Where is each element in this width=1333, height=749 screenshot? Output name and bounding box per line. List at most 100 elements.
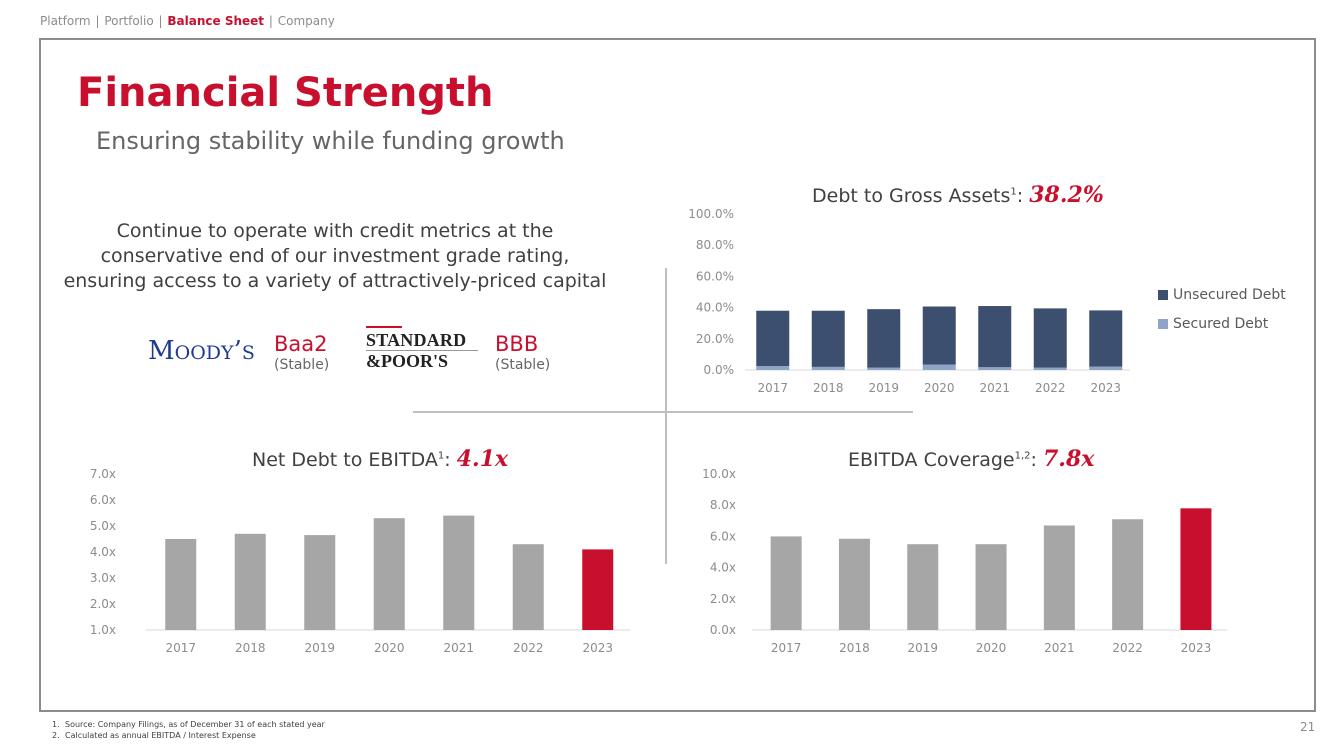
bar [165, 539, 197, 630]
x-tick-label: 2018 [839, 641, 870, 655]
quadrant-divider-vertical [665, 268, 667, 564]
legend-label: Unsecured Debt [1173, 286, 1286, 303]
x-tick-label: 2019 [304, 641, 335, 655]
x-tick-label: 2017 [771, 641, 802, 655]
breadcrumb-separator: | [95, 14, 100, 28]
bar [373, 518, 405, 630]
bar [975, 544, 1007, 630]
legend-label: Secured Debt [1173, 315, 1269, 332]
bar-unsecured-debt [867, 309, 901, 368]
sp-grade: BBB [495, 332, 539, 356]
x-tick-label: 2019 [868, 381, 899, 395]
bar-secured-debt [811, 366, 845, 370]
bar-secured-debt [756, 366, 790, 370]
x-tick-label: 2017 [757, 381, 788, 395]
y-tick-label: 60.0% [696, 269, 734, 283]
chart-title-net-debt-to-ebitda: Net Debt to EBITDA1: 4.1x [252, 446, 509, 472]
chart-title-debt-to-gross-assets: Debt to Gross Assets1: 38.2% [812, 182, 1104, 208]
chart-highlight-value: 4.1x [456, 446, 509, 472]
y-tick-label: 6.0x [710, 529, 736, 543]
bar-secured-debt [867, 367, 901, 370]
y-tick-label: 0.0% [704, 363, 735, 377]
y-tick-label: 4.0x [710, 561, 736, 575]
x-tick-label: 2019 [907, 641, 938, 655]
bar-unsecured-debt [978, 306, 1012, 368]
breadcrumb-item-portfolio[interactable]: Portfolio [104, 14, 154, 28]
chart-legend: Unsecured Debt Secured Debt [1158, 280, 1286, 338]
legend-swatch-secured [1158, 318, 1168, 329]
footnotes: 1. Source: Company Filings, as of Decembe… [52, 719, 325, 741]
y-tick-label: 20.0% [696, 332, 734, 346]
footnote: 2. Calculated as annual EBITDA / Interest… [52, 731, 256, 740]
footnote: 1. Source: Company Filings, as of Decembe… [52, 720, 325, 729]
statement-line: ensuring access to a variety of attracti… [63, 270, 607, 292]
breadcrumb-item-balance-sheet[interactable]: Balance Sheet [167, 14, 265, 28]
bar [907, 544, 939, 630]
bar [1112, 519, 1144, 630]
x-tick-label: 2020 [924, 381, 955, 395]
x-tick-label: 2022 [1035, 381, 1066, 395]
chart-highlight-value: 7.8x [1042, 446, 1095, 472]
x-tick-label: 2022 [513, 641, 544, 655]
x-tick-label: 2020 [374, 641, 405, 655]
x-tick-label: 2017 [165, 641, 196, 655]
y-tick-label: 2.0x [710, 592, 736, 606]
content-frame [39, 38, 1316, 712]
bar [1043, 525, 1075, 630]
chart-title-footnote: 1 [437, 450, 445, 462]
chart-title-text: Net Debt to EBITDA [252, 449, 438, 471]
bar [770, 536, 802, 630]
net-debt-to-ebitda-chart: 1.0x 2.0x 3.0x 4.0x 5.0x 6.0x 7.0x 2017 2018 2019… [90, 467, 630, 655]
x-tick-label: 2023 [1090, 381, 1121, 395]
quadrant-divider-horizontal [413, 411, 913, 413]
breadcrumb-separator: | [268, 14, 273, 28]
bar-secured-debt [1089, 366, 1123, 370]
y-tick-label: 4.0x [90, 545, 116, 559]
x-tick-label: 2018 [235, 641, 266, 655]
sp-rating: BBB (Stable) [495, 332, 550, 374]
bar [1180, 508, 1212, 630]
x-tick-label: 2021 [443, 641, 474, 655]
y-tick-label: 5.0x [90, 519, 116, 533]
x-tick-label: 2021 [1044, 641, 1075, 655]
statement-line: conservative end of our investment grade… [100, 245, 570, 267]
y-tick-label: 10.0x [702, 467, 736, 481]
bar-unsecured-debt [756, 310, 790, 367]
y-tick-label: 0.0x [710, 623, 736, 637]
chart-title-footnote: 1 [1010, 186, 1017, 198]
page-title: Financial Strength [77, 70, 494, 116]
legend-item-secured: Secured Debt [1158, 309, 1286, 338]
bar-unsecured-debt [811, 310, 845, 367]
bar-secured-debt [922, 364, 956, 370]
x-tick-label: 2023 [582, 641, 613, 655]
moodys-grade: Baa2 [274, 332, 328, 356]
chart-title-text: Debt to Gross Assets [812, 185, 1011, 207]
y-tick-label: 3.0x [90, 571, 116, 585]
bar [304, 535, 336, 630]
breadcrumb-item-platform[interactable]: Platform [40, 14, 91, 28]
y-tick-label: 2.0x [90, 597, 116, 611]
breadcrumb: Platform | Portfolio | Balance Sheet | C… [40, 14, 335, 28]
chart-title-footnote: 1,2 [1014, 450, 1031, 462]
legend-item-unsecured: Unsecured Debt [1158, 280, 1286, 309]
bar-secured-debt [1033, 367, 1067, 370]
sp-logo: STANDARD &POOR'S [366, 326, 478, 371]
legend-swatch-unsecured [1158, 289, 1168, 300]
y-tick-label: 8.0x [710, 498, 736, 512]
y-tick-label: 80.0% [696, 238, 734, 252]
page-number: 21 [1300, 720, 1316, 734]
breadcrumb-item-company[interactable]: Company [277, 14, 335, 28]
chart-highlight-value: 38.2% [1029, 182, 1104, 208]
credit-statement: Continue to operate with credit metrics … [60, 219, 610, 294]
y-tick-label: 7.0x [90, 467, 116, 481]
sp-outlook: (Stable) [495, 357, 551, 373]
ebitda-coverage-chart: 0.0x 2.0x 4.0x 6.0x 8.0x 10.0x 2017 2018 2019 202… [702, 467, 1227, 655]
bar [234, 533, 266, 630]
page-subtitle: Ensuring stability while funding growth [96, 127, 565, 155]
chart-title-text: EBITDA Coverage [848, 449, 1015, 471]
y-tick-label: 1.0x [90, 623, 116, 637]
moodys-outlook: (Stable) [274, 357, 330, 373]
x-tick-label: 2023 [1181, 641, 1212, 655]
y-tick-label: 40.0% [696, 301, 734, 315]
x-tick-label: 2021 [979, 381, 1010, 395]
